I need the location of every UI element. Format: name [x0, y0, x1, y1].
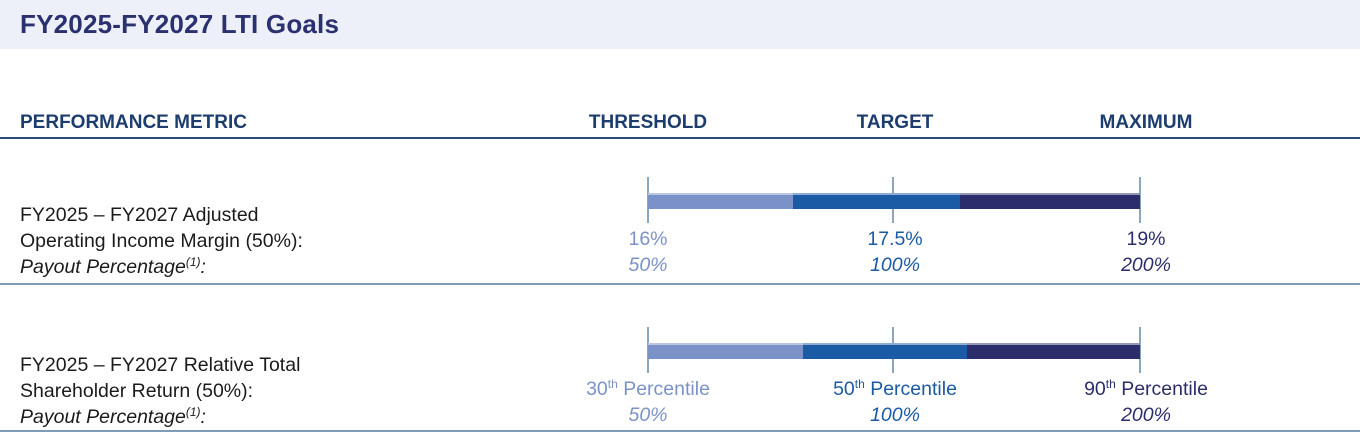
metric-label-operating-income-margin: FY2025 – FY2027 Adjusted Operating Incom…: [20, 202, 303, 282]
column-header-threshold: THRESHOLD: [588, 112, 708, 133]
threshold-goal-value: 30th Percentile: [586, 377, 710, 401]
column-header-maximum: MAXIMUM: [1099, 112, 1193, 133]
bar-segment-target: [803, 343, 967, 359]
target-goal-value: 17.5%: [867, 228, 922, 251]
value-superscript: th: [854, 377, 865, 391]
scale-tick: [1139, 177, 1141, 223]
payout-percentage-label: Payout Percentage(1):: [20, 404, 300, 432]
value-text: 17.5%: [867, 228, 923, 250]
bar-segment-maximum: [967, 343, 1140, 359]
maximum-goal-value: 90th Percentile: [1084, 377, 1208, 401]
threshold-payout-value: 50%: [628, 404, 668, 426]
payout-percentage-label: Payout Percentage(1):: [20, 254, 303, 282]
payout-label-text: Payout Percentage: [20, 406, 186, 428]
bar-segment-maximum: [960, 193, 1140, 209]
goal-range-bar-row-1: [648, 193, 1140, 209]
target-payout-value: 100%: [870, 404, 920, 426]
value-text: 90: [1084, 378, 1106, 400]
metric-line-1: FY2025 – FY2027 Adjusted: [20, 204, 259, 226]
maximum-payout-value: 200%: [1121, 254, 1171, 276]
value-text: 30: [586, 378, 608, 400]
value-text: 16%: [628, 228, 668, 250]
bar-segment-threshold: [648, 193, 793, 209]
scale-tick: [1139, 327, 1141, 373]
target-payout-value: 100%: [870, 254, 920, 276]
threshold-goal-value: 16%: [628, 228, 667, 251]
bar-segment-target: [793, 193, 960, 209]
value-text: 50: [833, 378, 855, 400]
bar-segment-threshold: [648, 343, 803, 359]
value-superscript: th: [607, 377, 618, 391]
footnote-marker: (1): [185, 405, 201, 419]
maximum-payout-value: 200%: [1121, 404, 1171, 426]
payout-label-colon: :: [200, 256, 206, 278]
metric-line-2: Operating Income Margin (50%):: [20, 230, 303, 252]
metric-line-1: FY2025 – FY2027 Relative Total: [20, 354, 301, 376]
goal-range-bar-row-2: [648, 343, 1140, 359]
value-text: Percentile: [864, 378, 957, 400]
page-title: FY2025-FY2027 LTI Goals: [20, 9, 340, 39]
maximum-goal-value: 19%: [1126, 228, 1165, 251]
footnote-marker: (1): [185, 255, 201, 269]
payout-label-colon: :: [200, 406, 206, 428]
payout-label-text: Payout Percentage: [20, 256, 186, 278]
metric-label-relative-tsr: FY2025 – FY2027 Relative Total Sharehold…: [20, 352, 300, 432]
value-text: 19%: [1126, 228, 1166, 250]
threshold-payout-value: 50%: [628, 254, 668, 276]
value-text: Percentile: [1115, 378, 1208, 400]
bottom-divider: [0, 430, 1360, 432]
column-header-target: TARGET: [856, 112, 934, 133]
value-superscript: th: [1105, 377, 1116, 391]
target-goal-value: 50th Percentile: [833, 377, 957, 401]
value-text: Percentile: [617, 378, 710, 400]
row-divider: [0, 283, 1360, 285]
title-band: FY2025-FY2027 LTI Goals: [0, 0, 1360, 49]
header-rule: [0, 137, 1360, 139]
column-header-performance-metric: PERFORMANCE METRIC: [20, 112, 247, 133]
metric-line-2: Shareholder Return (50%):: [20, 380, 254, 402]
